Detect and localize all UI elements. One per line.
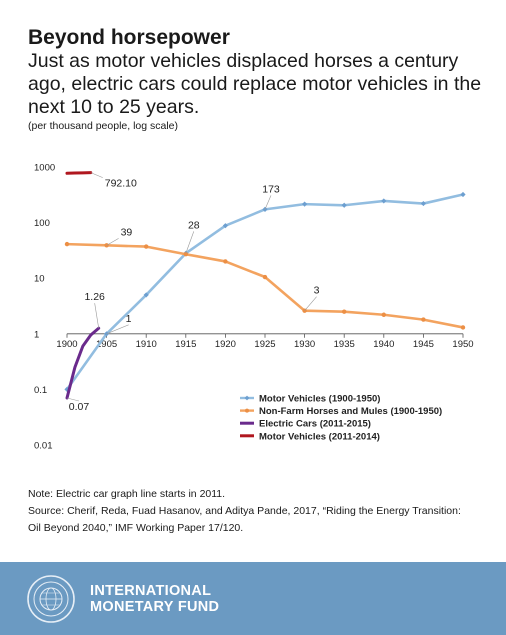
annotation-leader — [90, 172, 103, 178]
y-tick-label: 1000 — [34, 163, 55, 174]
x-tick-label: 1915 — [175, 339, 196, 350]
data-point — [460, 325, 466, 330]
x-tick-label: 1950 — [452, 339, 473, 350]
y-tick-label: 10 — [34, 274, 45, 285]
data-point — [381, 312, 386, 317]
data-point — [302, 201, 308, 207]
data-label: 3 — [314, 285, 320, 297]
data-label: 1 — [126, 313, 132, 325]
data-point — [421, 317, 426, 322]
data-point — [64, 241, 70, 247]
x-tick-label: 1925 — [254, 339, 275, 350]
annotation-leader — [66, 397, 80, 402]
data-label: 1.26 — [84, 291, 105, 303]
data-point — [183, 252, 188, 257]
legend-label: Non-Farm Horses and Mules (1900-1950) — [259, 406, 442, 417]
data-label: 28 — [188, 219, 200, 231]
data-point — [64, 386, 70, 392]
source-line-2: Oil Beyond 2040,” IMF Working Paper 17/1… — [28, 522, 244, 534]
y-tick-label: 0.1 — [34, 385, 47, 396]
data-point — [223, 259, 228, 264]
data-point — [144, 244, 149, 249]
annotation-leader — [106, 238, 119, 246]
imf-name: INTERNATIONAL MONETARY FUND — [90, 583, 220, 615]
org-line-2: MONETARY FUND — [90, 598, 220, 615]
x-tick-label: 1935 — [334, 339, 355, 350]
x-tick-label: 1900 — [56, 339, 77, 350]
annotation-leader — [185, 231, 195, 254]
data-point — [341, 202, 347, 208]
imf-seal-icon — [27, 575, 75, 623]
data-point — [381, 198, 387, 204]
data-point — [222, 223, 228, 229]
y-tick-label: 100 — [34, 218, 50, 229]
series-line-2 — [65, 326, 101, 400]
data-label: 792.10 — [105, 178, 137, 190]
data-point — [143, 292, 149, 298]
data-label: 173 — [262, 183, 280, 195]
data-point — [460, 191, 466, 198]
y-tick-label: 1 — [34, 329, 39, 340]
source-line-1: Source: Cherif, Reda, Fuad Hasanov, and … — [28, 505, 461, 517]
chart-note: Note: Electric car graph line starts in … — [28, 488, 226, 500]
chart-subtitle: Just as motor vehicles displaced horses … — [28, 50, 482, 118]
line-chart: 1000 100 10 1 0.1 0.01 1900 1905 1910 1915 1920 192… — [34, 163, 474, 452]
legend-label: Motor Vehicles (1900-1950) — [259, 394, 380, 405]
legend-label: Electric Cars (2011-2015) — [259, 419, 371, 430]
data-point — [342, 309, 347, 314]
x-tick-label: 1920 — [215, 339, 236, 350]
legend-marker — [245, 408, 249, 413]
annotation-leader — [94, 303, 99, 329]
data-point — [420, 200, 426, 207]
chart-title: Beyond horsepower — [28, 26, 230, 49]
legend-label: Motor Vehicles (2011-2014) — [259, 431, 380, 442]
series-line-3 — [65, 171, 93, 175]
annotation-leader — [106, 324, 129, 335]
unit-note: (per thousand people, log scale) — [28, 120, 179, 132]
series-line-0 — [65, 193, 465, 391]
legend-marker — [244, 395, 250, 401]
annotation-leader — [304, 296, 317, 311]
notes-block: Note: Electric car graph line starts in … — [28, 486, 488, 537]
org-line-1: INTERNATIONAL — [90, 583, 212, 599]
data-label: 0.07 — [69, 401, 90, 413]
data-point — [262, 274, 268, 280]
y-tick-label: 0.01 — [34, 441, 53, 452]
x-tick-label: 1945 — [413, 339, 434, 350]
annotation-leader — [264, 195, 272, 210]
data-label: 39 — [121, 226, 133, 238]
imf-footer: INTERNATIONAL MONETARY FUND — [0, 562, 506, 635]
x-tick-label: 1940 — [373, 339, 394, 350]
x-tick-label: 1930 — [294, 339, 315, 350]
x-tick-label: 1905 — [96, 339, 117, 350]
x-tick-label: 1910 — [136, 339, 157, 350]
